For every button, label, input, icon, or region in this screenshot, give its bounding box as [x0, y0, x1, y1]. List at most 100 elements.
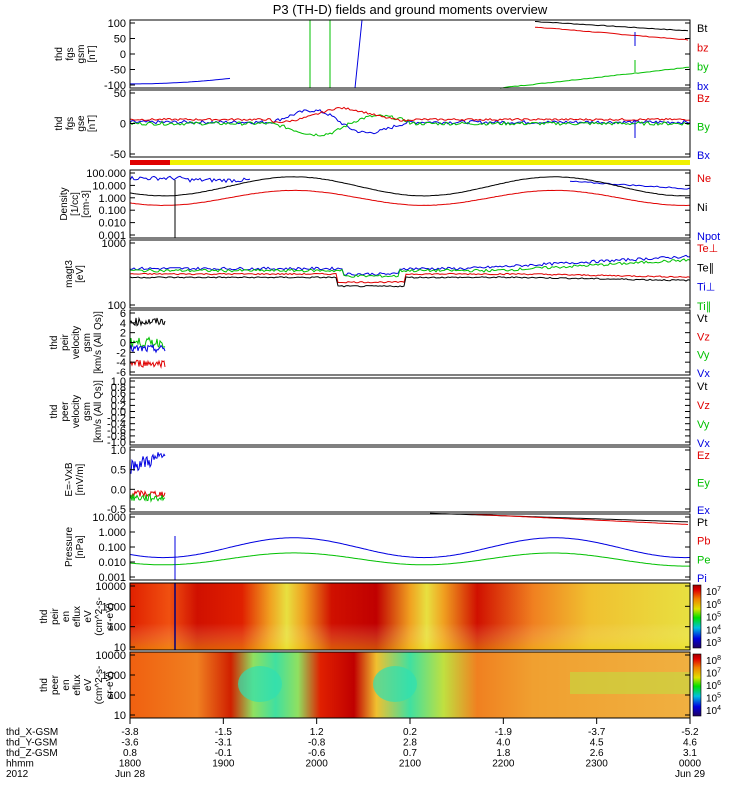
- x-tick-label: -0.8: [308, 738, 326, 749]
- colorbar-label: 105: [706, 612, 721, 624]
- colorbar-label: 103: [706, 637, 721, 649]
- x-tick-label: Jun 29: [675, 769, 705, 780]
- panel-pressure: 10.0001.0000.1000.0100.001Pressure[nPa]P…: [64, 512, 710, 585]
- y-axis-title-line: eV: [83, 679, 94, 692]
- colorbar-exponent: 4: [717, 705, 721, 712]
- heatmap-blob: [373, 666, 417, 702]
- y-axis-title-line: [eV]: [75, 265, 86, 283]
- y-tick-label: 1.000: [98, 527, 126, 539]
- plot-title: P3 (TH-D) fields and ground moments over…: [273, 2, 548, 17]
- colorbar-exponent: 4: [717, 624, 721, 631]
- series-bx-line: [129, 109, 690, 135]
- y-axis-title: thdpeervelocitygsm[km/s (All Qs)]: [49, 380, 104, 443]
- y-tick-label: 1.0: [111, 376, 126, 388]
- y-axis-title-line: eflux: [72, 674, 83, 695]
- y-tick-label: -2: [116, 347, 126, 359]
- legend-item: Bz: [697, 93, 710, 105]
- y-axis-title-line: peer: [60, 401, 71, 422]
- series-pb-line: [460, 513, 689, 525]
- series-bz-line: [534, 26, 689, 41]
- y-tick-label: 1.000: [98, 193, 126, 205]
- legend-item: Vt: [697, 381, 707, 393]
- colorbar-label: 107: [706, 668, 721, 680]
- x-tick-label: -1.9: [495, 727, 513, 738]
- panel-temperature: 1000 100 magt3[eV] Te⊥ Te∥ Ti⊥ Ti∥: [64, 238, 718, 313]
- legend-item: Ez: [697, 450, 710, 462]
- colorbar-label: 106: [706, 599, 721, 611]
- legend-item: Bx: [697, 150, 710, 162]
- x-tick-label: 2.8: [403, 738, 417, 749]
- x-tick-label: 1.2: [310, 727, 324, 738]
- colorbar-scale: [692, 584, 702, 649]
- series-vz-line: [129, 359, 166, 369]
- y-tick-label: 100: [108, 18, 126, 30]
- x-tick-label: 2.6: [590, 748, 604, 759]
- x-tick-label: 4.6: [683, 738, 697, 749]
- y-tick-label: -4: [116, 357, 126, 369]
- series-pe-line: [129, 552, 690, 567]
- legend-item: Bt: [697, 23, 707, 35]
- legend-item: bz: [697, 42, 709, 54]
- panel-fgs-dsl: 50 0 -50 thdfgsgse[nT] Bz By Bx: [54, 88, 710, 162]
- series-vt-line: [129, 316, 166, 327]
- y-axis-title-line: (cm^2-s-: [94, 597, 105, 636]
- y-tick-label: 4: [120, 318, 126, 330]
- legend-item: Pt: [697, 517, 707, 529]
- series-tepar-line: [129, 276, 691, 288]
- legend-item: Vx: [697, 368, 710, 380]
- y-axis-title-line: peer: [50, 674, 61, 695]
- x-tick-label: 2300: [586, 759, 609, 770]
- x-row-label: thd_Y-GSM: [6, 738, 57, 749]
- colorbar-exponent: 6: [717, 680, 721, 687]
- legend-item: Ne: [697, 173, 711, 185]
- y-tick-label: -0.8: [107, 431, 126, 443]
- y-tick-label: 1000: [102, 670, 126, 682]
- y-axis-title-line: [nT]: [87, 45, 98, 62]
- y-axis-title-line: [nT]: [87, 115, 98, 132]
- series-npot-line: [569, 180, 691, 190]
- x-row-label: thd_X-GSM: [6, 727, 58, 738]
- panel-peer-velocity: 1.00.80.60.40.20.0-0.2-0.4-0.6-0.8-1.0th…: [49, 376, 710, 450]
- y-tick-label: -0.4: [107, 419, 126, 431]
- panel-frame: [129, 19, 691, 89]
- y-axis-title-line: magt3: [64, 260, 75, 288]
- y-axis-title-line: thd: [39, 610, 50, 624]
- heatmap-band: [570, 672, 690, 694]
- y-tick-label: -6: [116, 367, 126, 379]
- y-tick-label: 10000: [95, 650, 126, 662]
- y-tick-label: 0.100: [98, 542, 126, 554]
- y-tick-label: 10.000: [92, 180, 126, 192]
- y-tick-label: -1.0: [107, 437, 126, 449]
- y-tick-label: 0.5: [111, 465, 126, 477]
- y-axis-title-line: eV: [83, 610, 94, 623]
- y-axis-title-line: fgs: [65, 117, 76, 130]
- y-tick-label: -50: [110, 65, 126, 77]
- series-teperp-line: [129, 272, 691, 284]
- y-axis-title: Pressure[nPa]: [64, 527, 86, 567]
- y-tick-label: 0.001: [98, 230, 126, 242]
- series-ez-line: [129, 489, 166, 498]
- y-axis-title-line: [mV/m]: [75, 463, 86, 495]
- y-tick-label: -50: [110, 149, 126, 161]
- x-tick-label: -3.8: [121, 727, 139, 738]
- legend-item: Vt: [697, 313, 707, 325]
- y-tick-label: -0.2: [107, 413, 126, 425]
- legend-item: Vz: [697, 400, 710, 412]
- y-axis-title-line: [cm-3]: [81, 190, 92, 218]
- y-tick-label: 0.8: [111, 382, 126, 394]
- y-tick-label: 1.0: [111, 445, 126, 457]
- colorbar-exponent: 6: [717, 599, 721, 606]
- y-axis-title-line: [1/cc]: [70, 192, 81, 216]
- x-tick-label: 0000: [679, 759, 702, 770]
- series-npot-line: [129, 175, 251, 184]
- panel-frame: [129, 582, 691, 651]
- y-tick-label: -100: [104, 80, 126, 92]
- y-axis-title-line: thd: [54, 47, 65, 61]
- y-axis-title-line: Pressure: [64, 527, 75, 567]
- series-bx-spike: [354, 19, 363, 89]
- y-axis-title-line: [nPa]: [75, 535, 86, 559]
- series-by-line: [499, 66, 690, 89]
